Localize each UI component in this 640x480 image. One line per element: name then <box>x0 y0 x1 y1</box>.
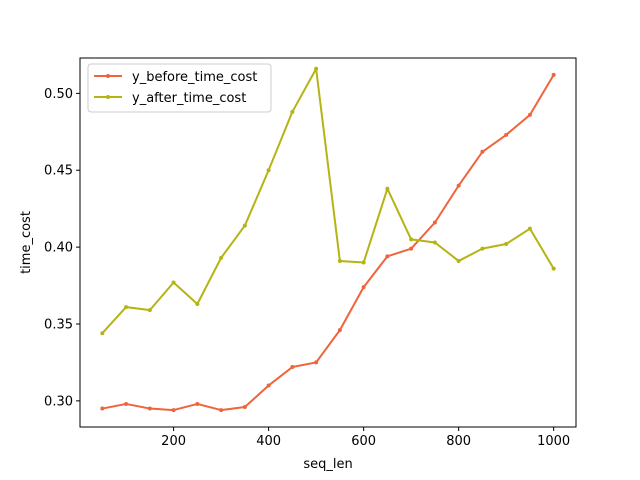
data-point <box>314 360 319 365</box>
data-point <box>480 149 485 154</box>
data-point <box>171 408 176 413</box>
axes-frame <box>79 57 577 428</box>
x-axis-title: seq_len <box>303 457 352 472</box>
data-point <box>361 260 366 265</box>
legend-box <box>87 63 272 113</box>
data-point <box>456 183 461 188</box>
data-point <box>361 285 366 290</box>
data-point <box>409 246 414 251</box>
data-point <box>266 383 271 388</box>
data-point <box>337 328 342 333</box>
data-point <box>290 109 295 114</box>
y-axis-title: time_cost <box>19 211 34 274</box>
data-point <box>219 408 224 413</box>
data-point <box>195 401 200 406</box>
data-point <box>266 168 271 173</box>
data-point <box>432 240 437 245</box>
data-point <box>314 66 319 71</box>
data-point <box>171 280 176 285</box>
legend-label: y_before_time_cost <box>132 70 257 85</box>
series-y_after_time_cost <box>100 66 556 336</box>
y-tick-label: 0.30 <box>44 394 73 409</box>
x-axis-ticks: 200 400 600 800 1000 <box>161 427 570 449</box>
data-point <box>385 254 390 259</box>
legend-label: y_after_time_cost <box>132 91 246 106</box>
x-tick-label: 1000 <box>537 434 570 449</box>
legend-marker <box>106 74 110 78</box>
data-point <box>551 266 556 271</box>
x-tick-label: 200 <box>161 434 186 449</box>
x-tick-label: 600 <box>351 434 376 449</box>
y-tick-label: 0.50 <box>44 87 73 102</box>
x-tick-label: 800 <box>446 434 471 449</box>
data-point <box>551 72 556 77</box>
data-point <box>242 223 247 228</box>
data-point <box>124 305 129 310</box>
series-y_before_time_cost <box>100 72 556 413</box>
data-point <box>337 258 342 263</box>
legend-marker <box>106 95 110 99</box>
data-point <box>219 255 224 260</box>
data-point <box>409 237 414 242</box>
series-line <box>101 73 555 412</box>
plot-area <box>100 66 556 413</box>
data-point <box>124 401 129 406</box>
data-point <box>100 406 105 411</box>
data-point <box>527 112 532 117</box>
y-axis-ticks: 0.30 0.35 0.40 0.45 0.50 <box>44 87 80 409</box>
data-point <box>432 220 437 225</box>
data-point <box>242 405 247 410</box>
data-point <box>147 406 152 411</box>
series-line <box>101 67 555 335</box>
data-point <box>504 242 509 247</box>
data-point <box>290 365 295 370</box>
data-point <box>527 226 532 231</box>
x-tick-label: 400 <box>256 434 281 449</box>
y-tick-label: 0.35 <box>44 317 73 332</box>
legend: y_before_time_cost y_after_time_cost <box>87 63 272 113</box>
y-tick-label: 0.40 <box>44 241 73 256</box>
data-point <box>100 331 105 336</box>
y-tick-label: 0.45 <box>44 164 73 179</box>
data-point <box>480 246 485 251</box>
data-point <box>504 132 509 137</box>
data-point <box>195 302 200 306</box>
data-point <box>385 186 390 191</box>
data-point <box>147 308 152 313</box>
data-point <box>456 258 461 263</box>
